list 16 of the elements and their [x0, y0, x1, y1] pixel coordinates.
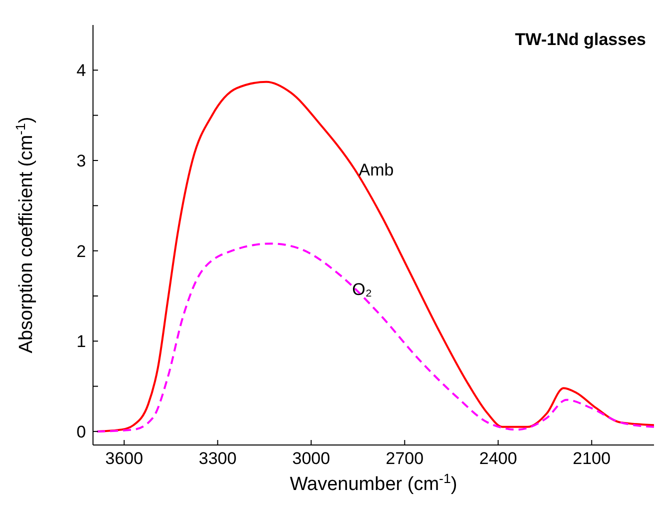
y-tick-label: 4 [76, 61, 86, 80]
x-tick-label: 3600 [105, 449, 144, 468]
x-axis-title: Wavenumber (cm$^{-1}$) [290, 470, 458, 495]
line-series [96, 242, 654, 432]
y-tick-label: 0 [76, 422, 86, 442]
y-tick-label: 2 [76, 242, 86, 261]
chart-title: TW-1Nd glasses [515, 30, 646, 50]
y-tick-label: 1 [76, 332, 86, 352]
x-tick-label: 2700 [386, 449, 424, 468]
x-tick-label: 3000 [292, 449, 330, 468]
y-tick-label: 3 [76, 152, 86, 171]
series-label: O₂ [352, 280, 372, 300]
series-label: Amb [358, 160, 394, 180]
x-tick-label: 2100 [572, 449, 611, 468]
x-tick-label: 3300 [198, 449, 237, 468]
x-tick-label: 2400 [479, 449, 518, 468]
